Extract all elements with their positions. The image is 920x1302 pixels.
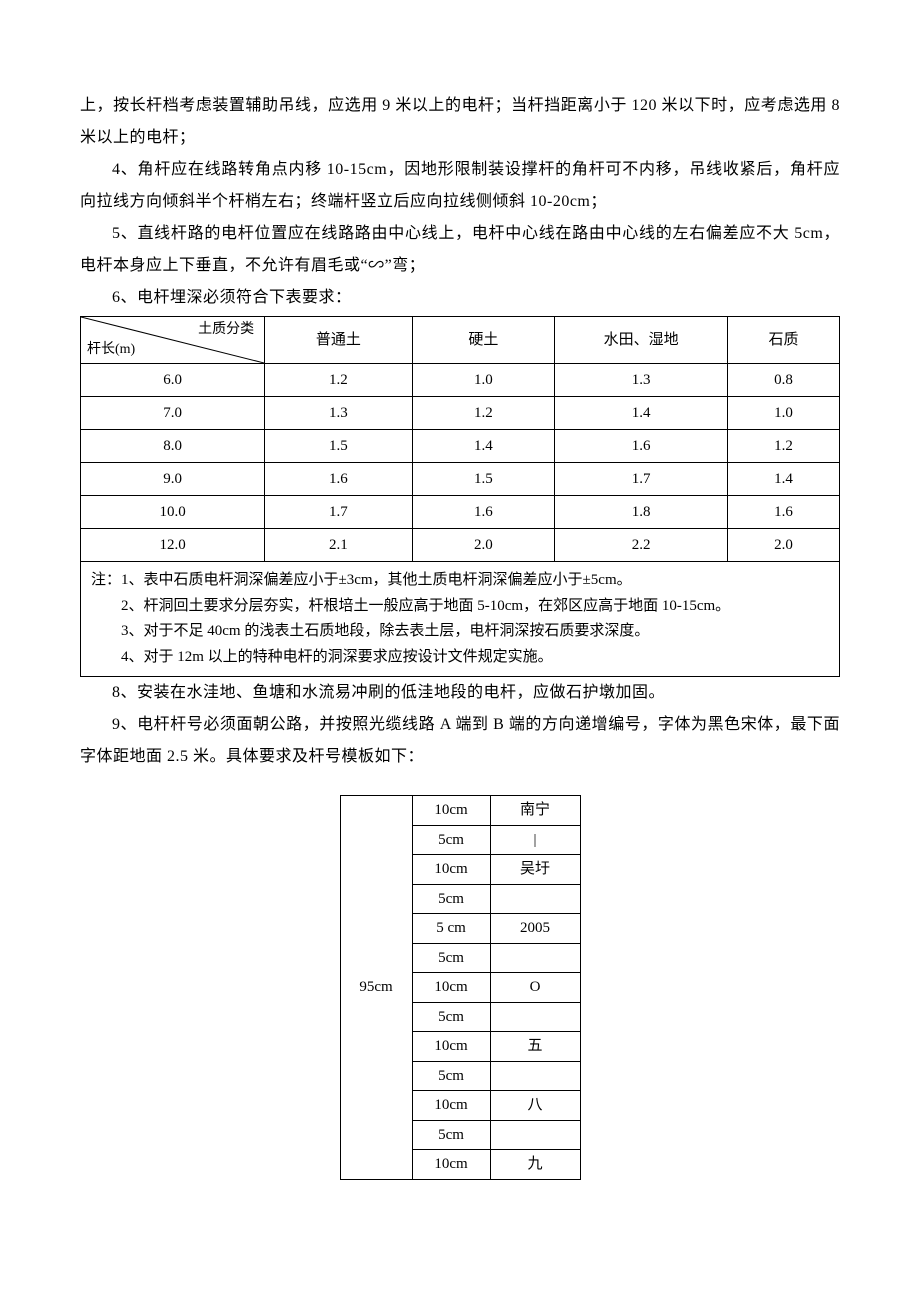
template-height-cell: 5cm <box>412 943 490 973</box>
diagonal-header-cell: 土质分类 杆长(m) <box>81 317 265 364</box>
row-header-cell: 9.0 <box>81 463 265 496</box>
template-value-cell: | <box>490 825 580 855</box>
template-row: 95cm10cm南宁 <box>340 796 580 826</box>
template-height-cell: 10cm <box>412 855 490 885</box>
template-value-cell: 八 <box>490 1091 580 1121</box>
data-cell: 1.0 <box>412 364 554 397</box>
data-cell: 1.5 <box>265 430 413 463</box>
template-value-cell: 九 <box>490 1150 580 1180</box>
template-height-cell: 10cm <box>412 1091 490 1121</box>
data-cell: 1.4 <box>555 397 728 430</box>
template-height-cell: 10cm <box>412 973 490 1003</box>
data-cell: 1.6 <box>728 496 840 529</box>
paragraph-item-8: 8、安装在水洼地、鱼塘和水流易冲刷的低洼地段的电杆，应做石护墩加固。 <box>80 677 840 709</box>
template-height-cell: 5cm <box>412 1061 490 1091</box>
template-height-cell: 5 cm <box>412 914 490 944</box>
template-total-height-cell: 95cm <box>340 796 412 1180</box>
table-notes-row: 注：1、表中石质电杆洞深偏差应小于±3cm，其他土质电杆洞深偏差应小于±5cm。… <box>81 562 840 677</box>
data-cell: 1.4 <box>728 463 840 496</box>
data-cell: 2.0 <box>728 529 840 562</box>
table-note-line: 4、对于 12m 以上的特种电杆的洞深要求应按设计文件规定实施。 <box>91 645 829 671</box>
table-note-line: 2、杆洞回土要求分层夯实，杆根培土一般应高于地面 5-10cm，在郊区应高于地面… <box>91 594 829 620</box>
template-height-cell: 5cm <box>412 884 490 914</box>
table-row: 12.02.12.02.22.0 <box>81 529 840 562</box>
data-cell: 1.5 <box>412 463 554 496</box>
template-value-cell <box>490 884 580 914</box>
table-row: 10.01.71.61.81.6 <box>81 496 840 529</box>
table-row: 8.01.51.41.61.2 <box>81 430 840 463</box>
table-note-line: 3、对于不足 40cm 的浅表土石质地段，除去表土层，电杆洞深按石质要求深度。 <box>91 619 829 645</box>
data-cell: 1.6 <box>555 430 728 463</box>
template-value-cell <box>490 1120 580 1150</box>
burial-depth-table: 土质分类 杆长(m) 普通土 硬土 水田、湿地 石质 6.01.21.01.30… <box>80 316 840 677</box>
template-value-cell: 2005 <box>490 914 580 944</box>
table-header-row: 土质分类 杆长(m) 普通土 硬土 水田、湿地 石质 <box>81 317 840 364</box>
table-row: 7.01.31.21.41.0 <box>81 397 840 430</box>
pole-number-template-table: 95cm10cm南宁5cm|10cm吴圩5cm5 cm20055cm10cmO5… <box>340 795 581 1180</box>
data-cell: 1.8 <box>555 496 728 529</box>
template-height-cell: 10cm <box>412 1032 490 1062</box>
template-value-cell: O <box>490 973 580 1003</box>
template-value-cell <box>490 943 580 973</box>
row-header-cell: 8.0 <box>81 430 265 463</box>
data-cell: 1.0 <box>728 397 840 430</box>
table-notes-cell: 注：1、表中石质电杆洞深偏差应小于±3cm，其他土质电杆洞深偏差应小于±5cm。… <box>81 562 840 677</box>
row-header-cell: 7.0 <box>81 397 265 430</box>
data-cell: 0.8 <box>728 364 840 397</box>
data-cell: 1.2 <box>265 364 413 397</box>
table-row: 9.01.61.51.71.4 <box>81 463 840 496</box>
data-cell: 2.1 <box>265 529 413 562</box>
paragraph-item-6: 6、电杆埋深必须符合下表要求： <box>80 282 840 314</box>
col-header: 普通土 <box>265 317 413 364</box>
paragraph-item-5: 5、直线杆路的电杆位置应在线路路由中心线上，电杆中心线在路由中心线的左右偏差应不… <box>80 218 840 282</box>
table-note-line: 注：1、表中石质电杆洞深偏差应小于±3cm，其他土质电杆洞深偏差应小于±5cm。 <box>91 568 829 594</box>
template-height-cell: 10cm <box>412 1150 490 1180</box>
diag-header-bottom: 杆长(m) <box>87 339 135 361</box>
data-cell: 1.6 <box>265 463 413 496</box>
row-header-cell: 10.0 <box>81 496 265 529</box>
template-value-cell <box>490 1061 580 1091</box>
diag-header-top: 土质分类 <box>198 319 254 341</box>
data-cell: 1.2 <box>412 397 554 430</box>
template-height-cell: 5cm <box>412 1002 490 1032</box>
data-cell: 1.3 <box>555 364 728 397</box>
data-cell: 2.0 <box>412 529 554 562</box>
template-height-cell: 5cm <box>412 1120 490 1150</box>
data-cell: 1.7 <box>265 496 413 529</box>
template-value-cell: 五 <box>490 1032 580 1062</box>
template-value-cell: 吴圩 <box>490 855 580 885</box>
table-row: 6.01.21.01.30.8 <box>81 364 840 397</box>
row-header-cell: 6.0 <box>81 364 265 397</box>
template-value-cell <box>490 1002 580 1032</box>
col-header: 硬土 <box>412 317 554 364</box>
paragraph-item-4: 4、角杆应在线路转角点内移 10-15cm，因地形限制装设撑杆的角杆可不内移，吊… <box>80 154 840 218</box>
data-cell: 1.3 <box>265 397 413 430</box>
template-value-cell: 南宁 <box>490 796 580 826</box>
data-cell: 1.7 <box>555 463 728 496</box>
data-cell: 2.2 <box>555 529 728 562</box>
row-header-cell: 12.0 <box>81 529 265 562</box>
col-header: 水田、湿地 <box>555 317 728 364</box>
col-header: 石质 <box>728 317 840 364</box>
template-height-cell: 5cm <box>412 825 490 855</box>
template-height-cell: 10cm <box>412 796 490 826</box>
paragraph-item-9: 9、电杆杆号必须面朝公路，并按照光缆线路 A 端到 B 端的方向递增编号，字体为… <box>80 709 840 773</box>
data-cell: 1.2 <box>728 430 840 463</box>
data-cell: 1.6 <box>412 496 554 529</box>
data-cell: 1.4 <box>412 430 554 463</box>
paragraph-continuation: 上，按长杆档考虑装置辅助吊线，应选用 9 米以上的电杆；当杆挡距离小于 120 … <box>80 90 840 154</box>
